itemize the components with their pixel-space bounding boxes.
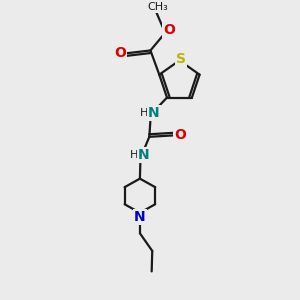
Text: N: N (134, 210, 146, 224)
Text: H: H (130, 150, 138, 160)
Text: O: O (114, 46, 126, 60)
Text: N: N (148, 106, 160, 120)
Text: H: H (140, 108, 148, 118)
Text: O: O (174, 128, 186, 142)
Text: O: O (163, 23, 175, 37)
Text: CH₃: CH₃ (147, 2, 168, 12)
Text: S: S (176, 52, 186, 66)
Text: N: N (138, 148, 149, 162)
